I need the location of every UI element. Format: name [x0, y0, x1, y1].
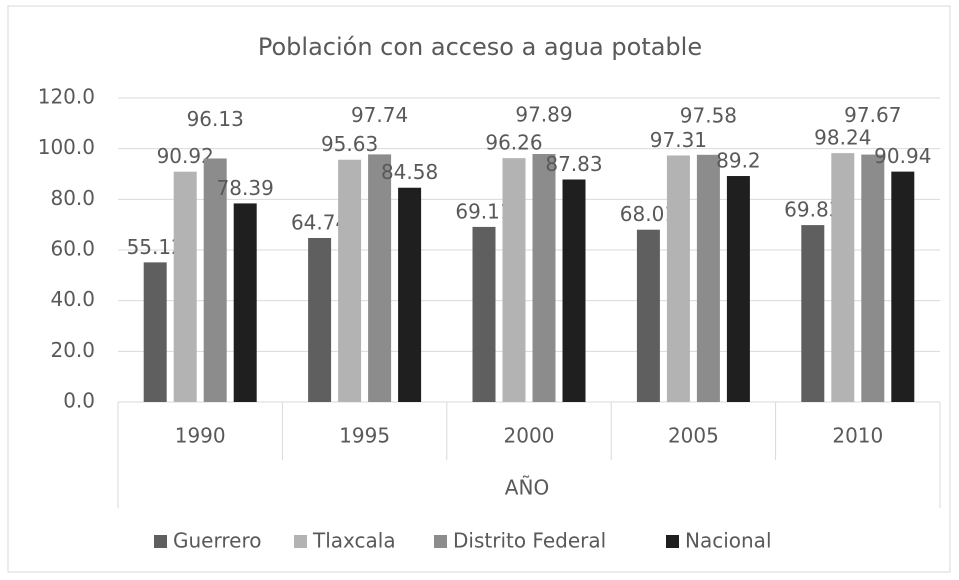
bar — [696, 154, 720, 402]
y-tick-label: 0.0 — [63, 389, 95, 413]
bar — [368, 154, 392, 402]
data-label: 87.83 — [545, 152, 602, 176]
x-tick-label: 1990 — [175, 424, 226, 448]
data-label: 95.63 — [321, 132, 378, 156]
y-tick-label: 100.0 — [38, 135, 95, 159]
legend-label: Tlaxcala — [312, 529, 396, 553]
legend-label: Nacional — [685, 529, 772, 553]
y-tick-label: 80.0 — [50, 186, 95, 210]
bar — [502, 158, 526, 402]
legend-swatch — [434, 535, 447, 548]
bar — [891, 171, 915, 402]
x-tick-label: 2000 — [504, 424, 555, 448]
bar — [726, 176, 750, 402]
data-label: 97.74 — [351, 103, 408, 127]
data-label: 78.39 — [217, 176, 274, 200]
x-axis-title: AÑO — [505, 476, 549, 500]
legend-label: Guerrero — [173, 529, 261, 553]
bar — [861, 154, 885, 402]
legend-swatch — [154, 535, 167, 548]
bar — [173, 171, 197, 402]
y-tick-label: 20.0 — [50, 338, 95, 362]
bar — [666, 155, 690, 402]
x-tick-label: 2005 — [668, 424, 719, 448]
data-label: 97.89 — [515, 103, 572, 127]
legend-swatch — [294, 535, 307, 548]
y-tick-label: 60.0 — [50, 237, 95, 261]
bar — [338, 159, 362, 402]
bar — [143, 262, 167, 402]
data-label: 89.2 — [716, 149, 761, 173]
bar — [398, 187, 422, 402]
bar — [233, 203, 257, 402]
bar — [532, 154, 556, 402]
data-label: 97.67 — [844, 103, 901, 127]
data-label: 97.31 — [650, 128, 707, 152]
bar — [472, 226, 496, 402]
bar — [562, 179, 586, 402]
legend-label: Distrito Federal — [453, 529, 606, 553]
bar — [801, 225, 825, 402]
data-label: 98.24 — [814, 126, 871, 150]
x-tick-label: 2010 — [832, 424, 883, 448]
x-tick-label: 1995 — [339, 424, 390, 448]
bar — [636, 229, 660, 402]
legend-swatch — [666, 535, 679, 548]
data-label: 97.58 — [680, 103, 737, 127]
bar — [308, 237, 332, 402]
data-label: 96.26 — [485, 131, 542, 155]
data-label: 96.13 — [187, 107, 244, 131]
chart-title: Población con acceso a agua potable — [258, 33, 702, 61]
bar — [203, 158, 227, 402]
y-tick-label: 120.0 — [38, 85, 95, 109]
bar — [831, 153, 855, 402]
data-label: 90.94 — [874, 144, 931, 168]
data-label: 84.58 — [381, 160, 438, 184]
y-tick-label: 40.0 — [50, 287, 95, 311]
